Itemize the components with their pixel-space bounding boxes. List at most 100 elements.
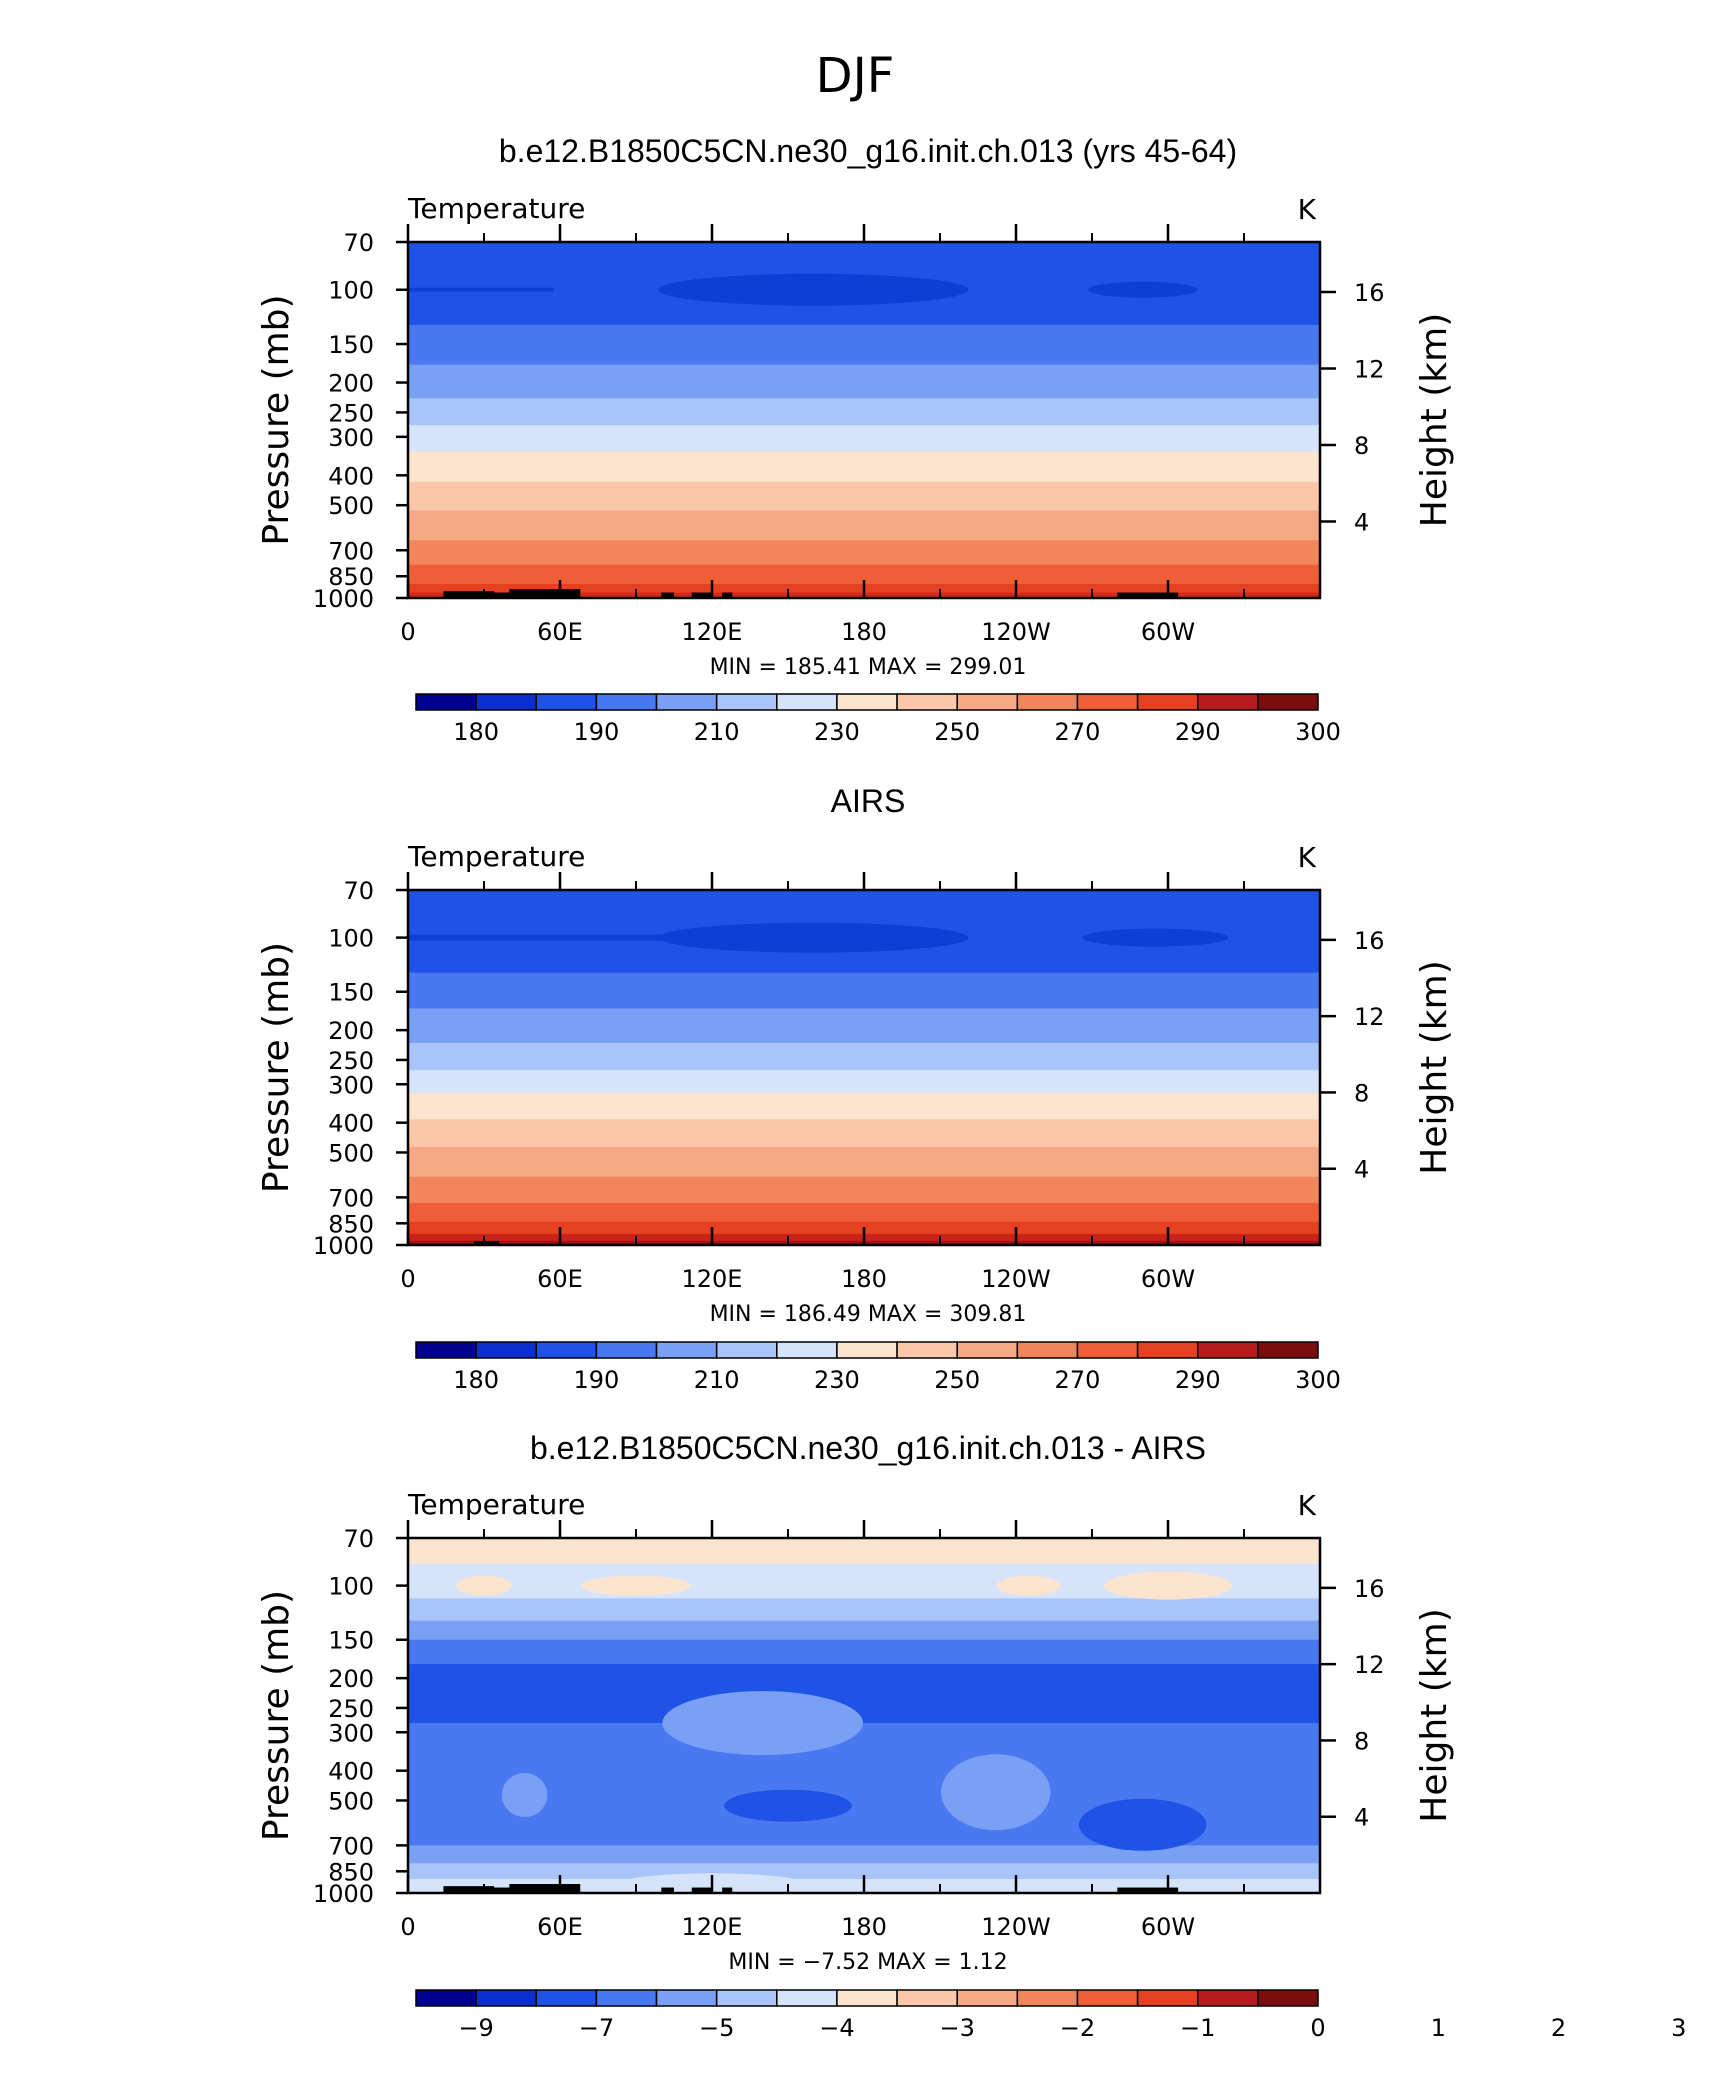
colorbar-box <box>776 1341 838 1359</box>
y-tick-label: 300 <box>328 1071 374 1099</box>
contour-band <box>408 1092 1320 1121</box>
topography <box>478 592 530 598</box>
colorbar-label: 190 <box>573 718 619 746</box>
colorbar-box <box>956 1341 1019 1359</box>
x-tick-label: 120W <box>981 1913 1051 1941</box>
colorbar-label: −4 <box>819 2014 854 2042</box>
topography <box>691 592 712 598</box>
colorbar-label: −1 <box>1180 2014 1215 2042</box>
colorbar-label: 0 <box>1310 2014 1325 2042</box>
contour-band <box>408 1147 1320 1178</box>
chart-title: b.e12.B1850C5CN.ne30_g16.init.ch.013 - A… <box>530 1430 1206 1466</box>
colorbar-box <box>595 1341 658 1359</box>
topography <box>722 1887 733 1893</box>
colorbar-label: 290 <box>1175 1366 1221 1394</box>
y-axis-label: Pressure (mb) <box>256 1590 297 1841</box>
contour-band <box>408 364 1320 400</box>
cold-region <box>408 934 682 941</box>
colorbar-box <box>535 693 598 711</box>
colorbar-box <box>1196 1341 1259 1359</box>
colorbar-box <box>655 1341 718 1359</box>
topography <box>509 589 581 598</box>
colorbar-box <box>1196 1989 1259 2007</box>
units-label: K <box>1298 193 1317 226</box>
x-tick-label: 60E <box>537 618 583 646</box>
y-tick-label: 500 <box>328 492 374 520</box>
contour-band <box>408 564 1320 585</box>
colorbar-box <box>595 693 658 711</box>
colorbar-label: 2 <box>1551 2014 1566 2042</box>
x-tick-label: 120E <box>682 1913 743 1941</box>
y-tick-label: 850 <box>328 563 374 591</box>
x-tick-label: 120W <box>981 1265 1051 1293</box>
colorbar-box <box>1136 693 1199 711</box>
colorbar-box <box>415 1341 477 1359</box>
topography <box>443 591 495 598</box>
colorbar-label: 290 <box>1175 718 1221 746</box>
difference-region <box>1078 1798 1207 1851</box>
colorbar-box <box>956 1989 1019 2007</box>
chart-title: AIRS <box>831 783 906 819</box>
colorbar-box <box>595 1989 658 2007</box>
colorbar-label: −3 <box>940 2014 975 2042</box>
x-tick-label: 0 <box>400 1265 415 1293</box>
x-tick-label: 60W <box>1141 1913 1195 1941</box>
contour-band <box>408 1538 1320 1565</box>
colorbar-box <box>1136 1341 1199 1359</box>
x-tick-label: 60W <box>1141 1265 1195 1293</box>
contour-band <box>408 1639 1320 1665</box>
y-tick-label: 100 <box>328 925 374 953</box>
y-tick-label: 70 <box>343 1525 374 1553</box>
topography <box>1117 592 1179 598</box>
y-tick-label: 300 <box>328 1719 374 1747</box>
y-tick-label: 100 <box>328 277 374 305</box>
colorbar-box <box>715 693 778 711</box>
y-axis-label: Pressure (mb) <box>256 294 297 545</box>
colorbar-label: 3 <box>1671 2014 1686 2042</box>
height-tick-label: 8 <box>1354 1079 1369 1107</box>
y-tick-label: 400 <box>328 462 374 490</box>
topography <box>691 1887 712 1893</box>
colorbar-label: −7 <box>579 2014 614 2042</box>
y-tick-label: 500 <box>328 1787 374 1815</box>
colorbar-label: 180 <box>453 1366 499 1394</box>
difference-region <box>501 1773 548 1818</box>
colorbar-label: 250 <box>934 1366 980 1394</box>
y-tick-label: 700 <box>328 1184 374 1212</box>
chart-panel-3: b.e12.B1850C5CN.ne30_g16.init.ch.013 - A… <box>256 1430 1686 2042</box>
colorbar-box <box>896 693 958 711</box>
colorbar-label: 300 <box>1295 718 1341 746</box>
y-axis-label-right: Height (km) <box>1414 1608 1455 1822</box>
y-tick-label: 850 <box>328 1858 374 1886</box>
contour-band <box>408 398 1320 426</box>
y-tick-label: 500 <box>328 1139 374 1167</box>
y-tick-label: 200 <box>328 1017 374 1045</box>
colorbar-box <box>415 1989 477 2007</box>
colorbar-box <box>956 693 1019 711</box>
min-max-stats: MIN = −7.52 MAX = 1.12 <box>728 1950 1007 1975</box>
colorbar-box <box>475 1341 538 1359</box>
colorbar-box <box>1257 693 1319 711</box>
y-axis-label-right: Height (km) <box>1414 960 1455 1174</box>
contour-band <box>408 1845 1320 1865</box>
y-tick-label: 150 <box>328 979 374 1007</box>
colorbar-box <box>1016 1341 1079 1359</box>
colorbar-label: 230 <box>814 1366 860 1394</box>
colorbar-label: 230 <box>814 718 860 746</box>
variable-label: Temperature <box>407 1488 585 1521</box>
contour-band <box>408 1119 1320 1148</box>
topography <box>722 592 733 598</box>
y-tick-label: 850 <box>328 1210 374 1238</box>
height-tick-label: 4 <box>1354 1804 1369 1832</box>
contour-band <box>408 1070 1320 1094</box>
colorbar-box <box>1076 1341 1139 1359</box>
variable-label: Temperature <box>407 192 585 225</box>
difference-region <box>581 1575 691 1596</box>
y-axis-label: Pressure (mb) <box>256 942 297 1193</box>
contour-band <box>408 1620 1320 1641</box>
x-tick-label: 180 <box>841 618 887 646</box>
colorbar-box <box>1257 1341 1319 1359</box>
cold-region <box>658 922 969 953</box>
height-tick-label: 12 <box>1354 356 1385 384</box>
x-tick-label: 120E <box>682 1265 743 1293</box>
